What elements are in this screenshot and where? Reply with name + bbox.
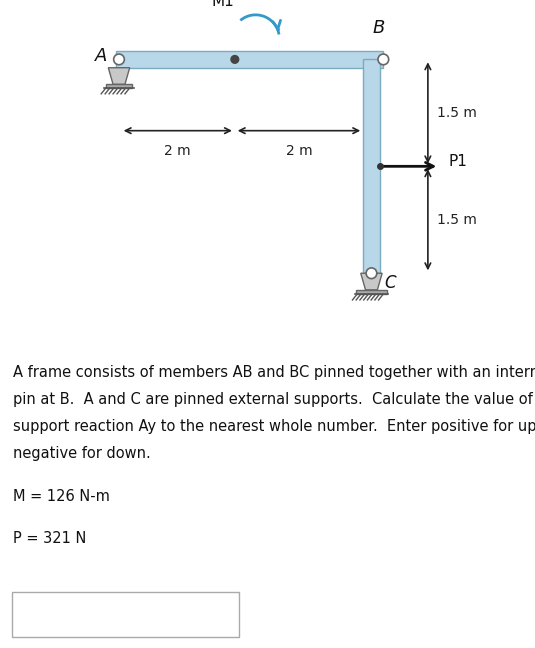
FancyBboxPatch shape [12, 592, 239, 638]
Bar [363, 60, 380, 273]
Text: 2 m: 2 m [286, 144, 312, 157]
Polygon shape [361, 273, 382, 290]
Text: pin at B.  A and C are pinned external supports.  Calculate the value of: pin at B. A and C are pinned external su… [13, 392, 533, 407]
Bar [106, 84, 132, 88]
Circle shape [366, 268, 377, 279]
Text: P = 321 N: P = 321 N [13, 531, 87, 546]
Circle shape [113, 54, 124, 65]
Circle shape [378, 54, 388, 65]
Circle shape [231, 56, 239, 64]
Text: negative for down.: negative for down. [13, 446, 151, 461]
Text: M = 126 N-m: M = 126 N-m [13, 489, 110, 503]
Text: M1: M1 [211, 0, 234, 9]
Text: C: C [385, 274, 396, 292]
Text: A: A [95, 47, 107, 65]
Text: support reaction Ay to the nearest whole number.  Enter positive for up,: support reaction Ay to the nearest whole… [13, 419, 535, 434]
Bar [116, 51, 384, 68]
Text: B: B [373, 19, 385, 37]
Text: P1: P1 [448, 154, 467, 169]
Text: A frame consists of members AB and BC pinned together with an internal: A frame consists of members AB and BC pi… [13, 365, 535, 380]
Bar [356, 290, 387, 294]
Polygon shape [108, 68, 129, 84]
Text: 2 m: 2 m [164, 144, 191, 157]
Text: 1.5 m: 1.5 m [437, 106, 477, 120]
Text: 1.5 m: 1.5 m [437, 213, 477, 227]
